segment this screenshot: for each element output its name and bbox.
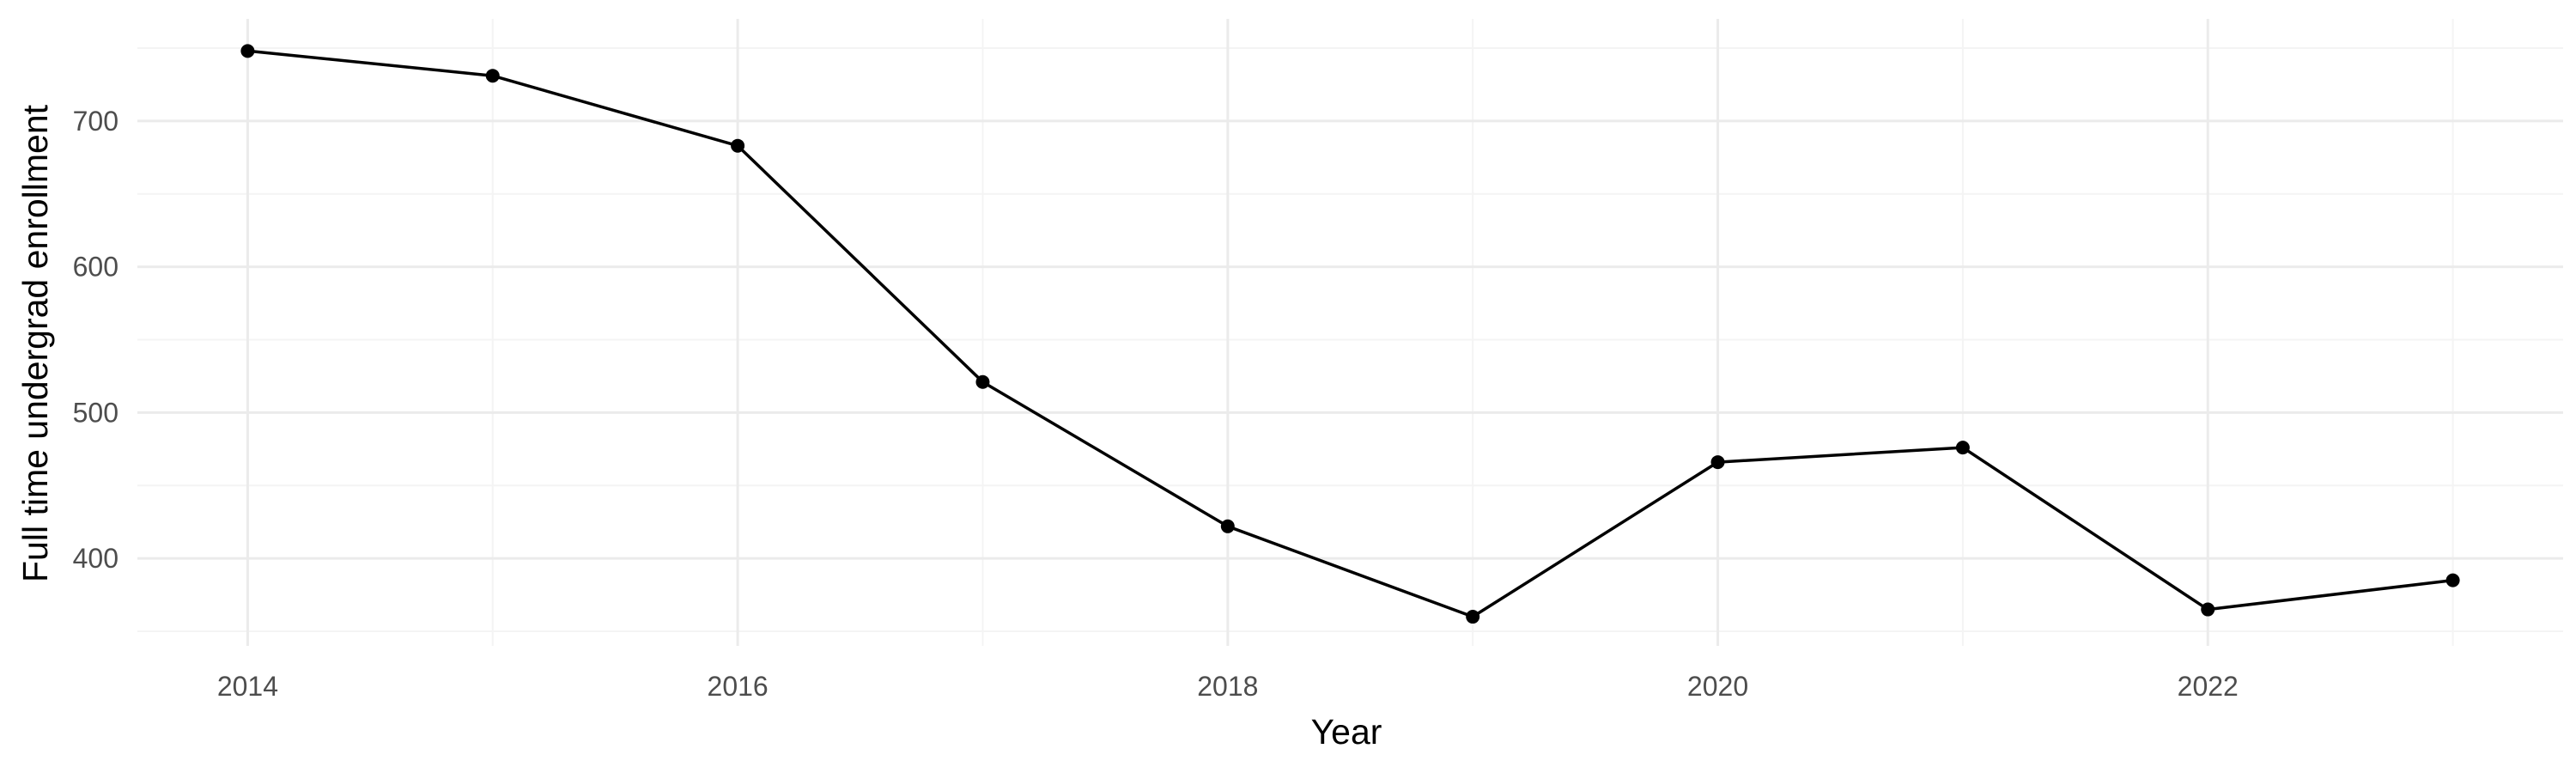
x-tick-label: 2018 xyxy=(1197,671,1258,702)
data-point xyxy=(485,69,500,83)
minor-gridlines xyxy=(137,19,2563,646)
data-point xyxy=(1466,610,1480,624)
y-tick-label: 700 xyxy=(73,106,118,137)
major-gridlines xyxy=(137,19,2563,646)
data-point xyxy=(2201,602,2215,617)
series-enrollment xyxy=(247,49,2453,618)
x-axis-title: Year xyxy=(1311,712,1382,752)
y-tick-label: 400 xyxy=(73,543,118,574)
y-tick-label: 600 xyxy=(73,252,118,283)
x-tick-label: 2016 xyxy=(708,671,769,702)
data-point xyxy=(731,138,745,153)
x-tick-label: 2014 xyxy=(217,671,278,702)
data-point xyxy=(1710,455,1725,470)
data-point xyxy=(1220,519,1235,533)
data-point xyxy=(975,374,990,389)
data-point xyxy=(2445,573,2460,587)
y-axis-tick-labels: 400 500 600 700 xyxy=(73,106,118,574)
data-point xyxy=(240,44,255,58)
x-axis-tick-labels: 2014 2016 2018 2020 2022 xyxy=(217,671,2239,702)
series-line xyxy=(247,49,2453,618)
x-tick-label: 2022 xyxy=(2178,671,2239,702)
y-axis-title: Full time undergrad enrollment xyxy=(15,104,55,582)
data-points xyxy=(240,44,2460,624)
data-point xyxy=(1955,441,1970,455)
x-tick-label: 2020 xyxy=(1687,671,1748,702)
y-tick-label: 500 xyxy=(73,397,118,428)
